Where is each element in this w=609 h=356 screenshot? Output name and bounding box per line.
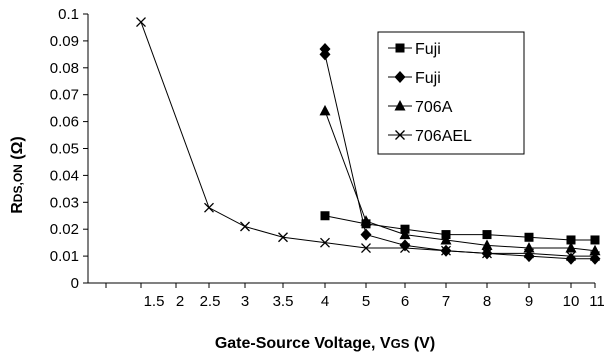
series-point-stroke [400, 243, 410, 253]
series-point-stroke [395, 130, 405, 140]
x-tick-label: 6 [401, 293, 409, 310]
x-tick-label: 3.5 [273, 293, 294, 310]
x-tick-label: 5 [362, 293, 370, 310]
x-tick-label: 8 [483, 293, 491, 310]
legend-item: Fuji [388, 41, 441, 58]
legend-item: 706A [388, 99, 453, 116]
series-point [360, 228, 372, 241]
series-point-stroke [441, 245, 451, 256]
x-tick-label: 4 [321, 293, 329, 310]
series-point-stroke [482, 248, 492, 259]
x-tick-label: 1.5 [144, 293, 165, 310]
series-point-stroke [240, 221, 250, 232]
y-tick-label: 0.04 [50, 167, 79, 184]
y-tick-label: 0.06 [50, 114, 79, 131]
legend: Fuji Fuji 706A 706AEL [377, 31, 525, 155]
series-line [324, 215, 595, 241]
legend-label: Fuji [415, 70, 441, 87]
series-point-stroke [136, 17, 146, 28]
series-point [589, 252, 601, 265]
x-tick-label: 9 [525, 293, 533, 310]
series-point [240, 221, 250, 232]
series-point [590, 251, 600, 262]
series-point [482, 248, 492, 259]
series-3 [136, 17, 600, 262]
x-axis-ticks: 1.5 2 2.5 3 3.5 4 5 6 7 8 9 10 11 [105, 283, 605, 310]
series-point [441, 245, 451, 256]
y-tick-label: 0.09 [50, 33, 79, 50]
series-point [590, 235, 600, 245]
y-tick-label: 0.08 [50, 60, 79, 77]
y-tick-label: 0.05 [50, 141, 79, 158]
series-point [204, 202, 214, 213]
legend-label: Fuji [415, 41, 441, 58]
legend-label: 706A [415, 99, 453, 116]
series-point [481, 239, 493, 250]
series-0 [320, 211, 600, 245]
legend-item: 706AEL [388, 128, 472, 145]
series-point [394, 100, 406, 111]
y-axis-ticks: 0 0.01 0.02 0.03 0.04 0.05 0.06 0.07 0.08 0.09 0.1 [50, 6, 88, 292]
series-point [566, 251, 576, 262]
series-point [524, 248, 534, 259]
series-point [319, 104, 331, 116]
series-point-stroke [278, 232, 288, 243]
legend-label: 706AEL [415, 128, 472, 145]
y-axis-label: RDS,ON (Ω) [9, 136, 26, 214]
series-point [482, 230, 492, 240]
y-tick-label: 0.07 [50, 87, 79, 104]
x-tick-label: 3 [241, 293, 249, 310]
series-layer [136, 17, 601, 265]
series-point [566, 235, 576, 245]
y-tick-label: 0 [71, 275, 79, 292]
x-axis-label: Gate-Source Voltage, VGS (V) [215, 335, 435, 352]
series-point [565, 252, 577, 265]
series-point [440, 233, 452, 245]
x-tick-label: 2 [176, 293, 184, 310]
x-tick-label: 2.5 [200, 293, 221, 310]
series-point [399, 239, 411, 252]
series-point [136, 17, 146, 28]
y-tick-label: 0.03 [50, 194, 79, 211]
legend-item: Fuji [388, 70, 441, 87]
series-point [319, 48, 331, 61]
series-point-stroke [566, 251, 576, 262]
series-point-stroke [590, 251, 600, 262]
series-point [395, 43, 405, 53]
series-point [523, 242, 535, 253]
y-tick-label: 0.02 [50, 221, 79, 238]
series-point [394, 71, 406, 83]
x-tick-label: 11 [589, 293, 605, 310]
y-tick-label: 0.1 [58, 6, 79, 23]
series-point [361, 243, 371, 253]
series-point [399, 228, 411, 240]
series-line [140, 21, 595, 257]
series-point [565, 242, 577, 253]
series-point [395, 130, 405, 140]
series-point-stroke [204, 202, 214, 213]
series-point [524, 232, 534, 242]
series-point [320, 211, 330, 221]
y-tick-label: 0.01 [50, 248, 79, 265]
series-point [360, 215, 372, 226]
x-tick-label: 7 [442, 293, 450, 310]
series-point [278, 232, 288, 243]
series-line [324, 110, 596, 252]
series-point [400, 243, 410, 253]
series-point [320, 237, 330, 248]
x-tick-label: 10 [563, 293, 580, 310]
series-point-stroke [320, 237, 330, 248]
series-point-stroke [361, 243, 371, 253]
series-point-stroke [524, 248, 534, 259]
